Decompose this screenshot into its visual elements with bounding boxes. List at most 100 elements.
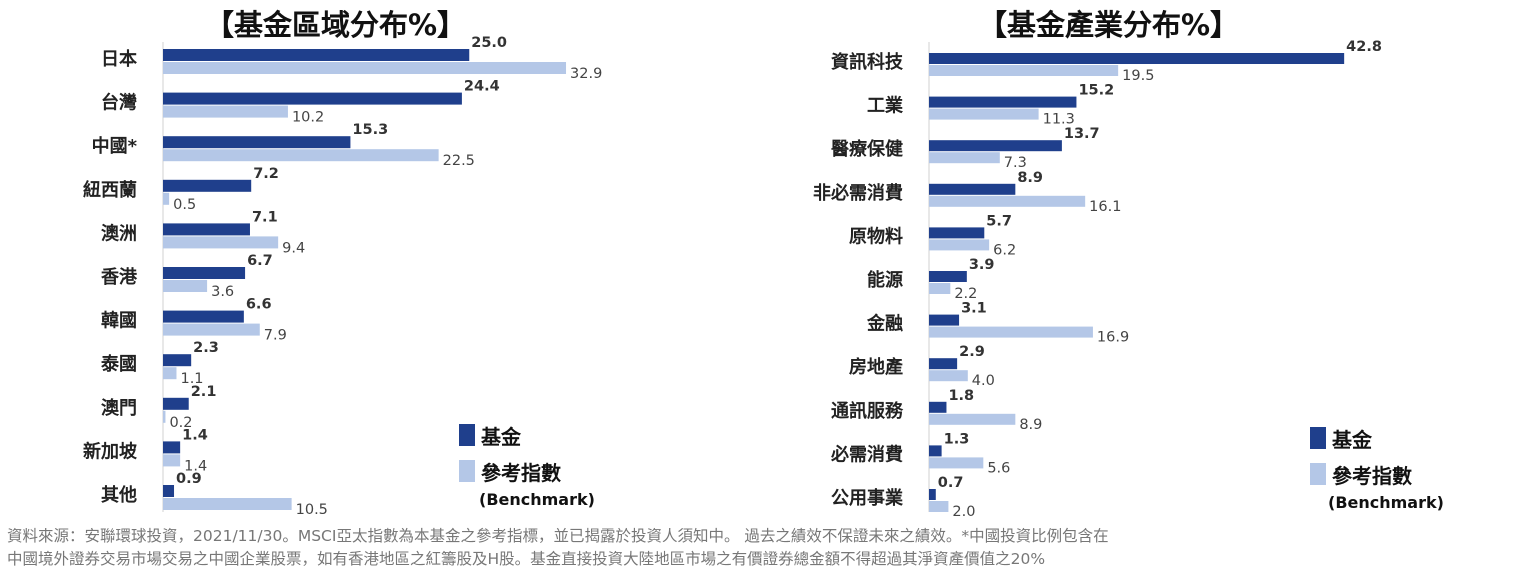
fund-bar <box>163 485 175 497</box>
fund-value-label: 15.2 <box>1078 83 1114 99</box>
benchmark-value-label: 1.1 <box>180 371 203 387</box>
benchmark-bar <box>163 105 288 118</box>
footnote: 資料來源：安聯環球投資，2021/11/30。MSCI亞太指數為本基金之參考指標… <box>7 525 1517 571</box>
fund-bar <box>163 267 246 279</box>
fund-value-label: 2.3 <box>193 340 219 356</box>
benchmark-bar <box>929 283 951 294</box>
fund-value-label: 1.4 <box>182 427 208 443</box>
benchmark-bar <box>929 239 990 251</box>
benchmark-value-label: 10.5 <box>296 502 328 518</box>
benchmark-bar <box>163 498 292 510</box>
fund-bar <box>163 397 189 410</box>
benchmark-value-label: 22.5 <box>443 153 475 169</box>
fund-bar <box>163 49 470 61</box>
fund-bar <box>929 445 942 457</box>
benchmark-value-label: 10.2 <box>292 110 324 126</box>
fund-value-label: 8.9 <box>1017 170 1043 186</box>
benchmark-bar <box>929 152 1000 164</box>
benchmark-value-label: 5.6 <box>987 460 1010 476</box>
benchmark-value-label: 1.4 <box>184 458 207 474</box>
fund-bar <box>163 223 250 236</box>
benchmark-value-label: 2.0 <box>952 504 975 520</box>
fund-value-label: 1.3 <box>944 431 970 447</box>
benchmark-bar <box>163 454 181 467</box>
benchmark-value-label: 0.5 <box>173 197 196 213</box>
category-label: 非必需消費 <box>813 182 903 204</box>
legend-benchmark-en: (Benchmark) <box>479 490 595 509</box>
category-label: 紐西蘭 <box>83 179 137 201</box>
category-label: 其他 <box>101 484 137 506</box>
fund-value-label: 24.4 <box>464 79 500 95</box>
fund-value-label: 7.1 <box>252 209 278 225</box>
category-label: 金融 <box>866 313 903 335</box>
benchmark-value-label: 32.9 <box>570 66 602 82</box>
legend-benchmark-en: (Benchmark) <box>1328 493 1444 512</box>
benchmark-value-label: 16.1 <box>1089 199 1121 215</box>
sector-chart-title: 【基金產業分布%】 <box>978 8 1240 42</box>
sector-bar-chart: 資訊科技 42.8 19.5 工業 15.211.3 醫療保健 13.7 7.3 非必需消費 8.… <box>813 39 1382 520</box>
category-label: 新加坡 <box>83 440 138 462</box>
category-label: 中國* <box>92 135 138 157</box>
fund-value-label: 1.8 <box>948 388 974 404</box>
benchmark-value-label: 19.5 <box>1122 68 1154 84</box>
fund-bar <box>163 136 351 149</box>
benchmark-bar <box>929 501 949 512</box>
benchmark-value-label: 0.2 <box>169 415 192 431</box>
fund-bar <box>929 358 958 370</box>
fund-bar <box>163 441 181 454</box>
benchmark-bar <box>163 149 439 162</box>
category-label: 澳洲 <box>101 222 137 244</box>
fund-value-label: 15.3 <box>352 122 388 138</box>
legend-fund-label: 基金 <box>481 424 521 449</box>
fund-value-label: 6.7 <box>247 253 273 269</box>
category-label: 公用事業 <box>831 487 904 509</box>
fund-value-label: 6.6 <box>246 297 272 313</box>
category-label: 房地產 <box>849 356 903 378</box>
benchmark-bar <box>929 457 984 469</box>
region-bar-chart: 日本 25.0 32.9 台灣 24.4 10.2 中國* 15.3 22.5 紐西蘭 7.2 0.5… <box>83 35 602 518</box>
fund-value-label: 13.7 <box>1064 126 1100 142</box>
benchmark-value-label: 7.9 <box>264 328 287 344</box>
category-label: 原物料 <box>849 225 903 247</box>
fund-bar <box>929 314 960 326</box>
benchmark-bar <box>163 280 208 292</box>
legend-benchmark-swatch <box>1310 463 1326 485</box>
fund-bar <box>929 401 947 413</box>
category-label: 能源 <box>867 269 903 291</box>
fund-value-label: 25.0 <box>471 35 507 51</box>
region-legend: 基金 參考指數 (Benchmark) <box>459 420 595 509</box>
benchmark-value-label: 3.6 <box>211 284 234 300</box>
fund-bar <box>163 92 462 105</box>
category-label: 資訊科技 <box>831 51 904 73</box>
fund-bar <box>929 53 1345 64</box>
benchmark-bar <box>163 323 260 336</box>
category-label: 香港 <box>100 267 138 288</box>
category-label: 泰國 <box>100 353 137 375</box>
fund-value-label: 3.9 <box>969 257 995 273</box>
fund-bar <box>929 183 1016 195</box>
benchmark-bar <box>929 65 1119 76</box>
category-label: 日本 <box>101 48 137 70</box>
benchmark-value-label: 16.9 <box>1097 330 1129 346</box>
footnote-line-1: 資料來源：安聯環球投資，2021/11/30。MSCI亞太指數為本基金之參考指標… <box>7 527 1109 545</box>
category-label: 澳門 <box>101 397 137 419</box>
benchmark-bar <box>163 236 279 249</box>
legend-benchmark-swatch <box>459 460 475 482</box>
sector-legend: 基金 參考指數 (Benchmark) <box>1310 423 1444 512</box>
fund-value-label: 5.7 <box>986 213 1012 229</box>
benchmark-value-label: 7.3 <box>1004 155 1027 171</box>
benchmark-bar <box>929 413 1016 425</box>
legend-fund-label: 基金 <box>1332 427 1372 452</box>
fund-bar <box>163 310 244 323</box>
fund-bar <box>929 96 1077 108</box>
category-label: 醫療保健 <box>831 138 903 160</box>
category-label: 工業 <box>867 95 904 117</box>
benchmark-value-label: 8.9 <box>1019 417 1042 433</box>
fund-value-label: 0.7 <box>938 475 964 491</box>
benchmark-bar <box>163 367 177 380</box>
benchmark-bar <box>163 410 166 423</box>
region-chart-title: 【基金區域分布%】 <box>205 8 467 42</box>
benchmark-value-label: 11.3 <box>1043 112 1075 128</box>
benchmark-value-label: 2.2 <box>954 286 977 302</box>
benchmark-value-label: 4.0 <box>972 373 995 389</box>
